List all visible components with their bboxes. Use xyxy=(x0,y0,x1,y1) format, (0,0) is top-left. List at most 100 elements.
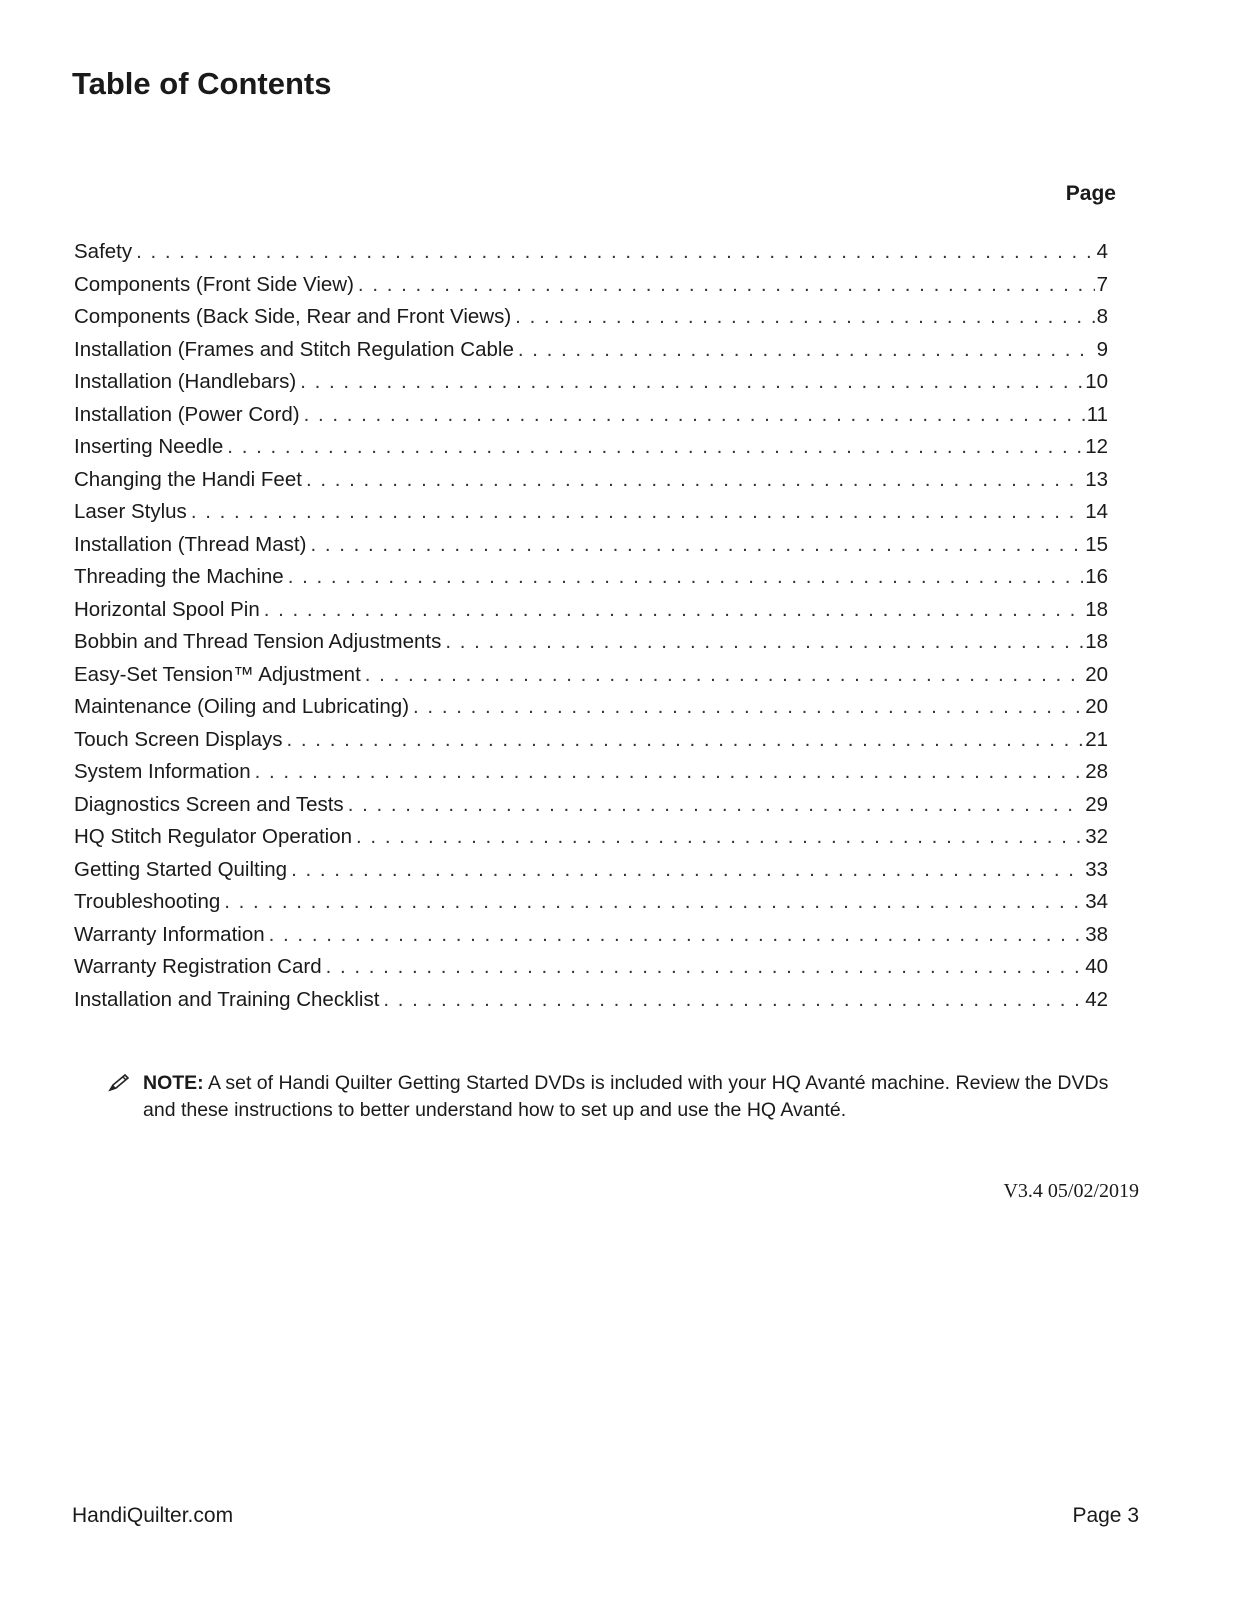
dot-leader xyxy=(264,598,1083,622)
page-title: Table of Contents xyxy=(72,66,332,101)
toc-entry[interactable]: Inserting Needle 12 xyxy=(74,435,1108,468)
toc-entry[interactable]: Installation and Training Checklist 42 xyxy=(74,988,1108,1021)
toc-entry-page: 15 xyxy=(1085,532,1108,556)
dot-leader xyxy=(287,728,1084,752)
toc-entry[interactable]: Changing the Handi Feet 13 xyxy=(74,468,1108,501)
toc-entry-label: Installation (Thread Mast) xyxy=(74,532,307,556)
dot-leader xyxy=(288,565,1084,589)
version-date: V3.4 05/02/2019 xyxy=(1003,1180,1139,1202)
toc-entry-page: 21 xyxy=(1085,727,1108,751)
toc-entry-label: Threading the Machine xyxy=(74,565,284,588)
dot-leader xyxy=(227,435,1083,459)
toc-entry-page: 10 xyxy=(1085,370,1108,393)
toc-entry-label: HQ Stitch Regulator Operation xyxy=(74,825,353,848)
footer-page-number: Page 3 xyxy=(1072,1504,1139,1527)
toc-entry-label: Installation (Handlebars) xyxy=(74,370,297,393)
dot-leader xyxy=(191,500,1083,524)
toc-entry-label: Horizontal Spool Pin xyxy=(74,597,260,621)
toc-entry-page: 20 xyxy=(1085,695,1108,718)
toc-entry[interactable]: Installation (Handlebars) 10 xyxy=(74,370,1108,403)
toc-entry-label: Safety xyxy=(74,240,133,263)
dot-leader xyxy=(310,533,1083,557)
toc-entry[interactable]: Maintenance (Oiling and Lubricating) 20 xyxy=(74,695,1108,728)
toc-entry-page: 16 xyxy=(1085,565,1108,588)
dot-leader xyxy=(304,403,1085,427)
toc-entry-page: 4 xyxy=(1096,240,1108,263)
dot-leader xyxy=(306,468,1083,492)
dot-leader xyxy=(515,305,1094,329)
pencil-icon xyxy=(108,1073,130,1092)
toc-entry[interactable]: Components (Front Side View) 7 xyxy=(74,273,1108,306)
toc-entry-page: 18 xyxy=(1085,630,1108,653)
toc-entry[interactable]: HQ Stitch Regulator Operation 32 xyxy=(74,825,1108,858)
toc-entry-page: 40 xyxy=(1085,955,1108,978)
toc-entry[interactable]: Installation (Power Cord) 11 xyxy=(74,403,1108,436)
toc-entry[interactable]: Components (Back Side, Rear and Front Vi… xyxy=(74,305,1108,338)
toc-entry-label: Components (Front Side View) xyxy=(74,272,354,296)
dot-leader xyxy=(356,825,1083,849)
toc-entry[interactable]: Horizontal Spool Pin 18 xyxy=(74,598,1108,631)
note: NOTE: A set of Handi Quilter Getting Sta… xyxy=(108,1070,1128,1124)
note-label: NOTE: xyxy=(143,1072,204,1094)
dot-leader xyxy=(413,695,1083,719)
toc-entry-label: Bobbin and Thread Tension Adjustments xyxy=(74,630,442,653)
toc-entry[interactable]: Safety 4 xyxy=(74,240,1108,273)
toc-entry-page: 42 xyxy=(1085,987,1108,1011)
toc-entry-label: Troubleshooting xyxy=(74,890,221,913)
toc-entry-page: 20 xyxy=(1085,662,1108,686)
toc-entry-page: 29 xyxy=(1085,792,1108,816)
dot-leader xyxy=(300,370,1083,394)
toc-entry[interactable]: Diagnostics Screen and Tests 29 xyxy=(74,793,1108,826)
toc-entry-label: Laser Stylus xyxy=(74,500,187,523)
footer-website: HandiQuilter.com xyxy=(72,1504,234,1527)
toc-entry-page: 7 xyxy=(1096,272,1108,296)
toc-entry-page: 12 xyxy=(1085,435,1108,458)
note-text: A set of Handi Quilter Getting Started D… xyxy=(143,1072,1109,1121)
toc-entry-page: 8 xyxy=(1096,305,1108,328)
toc-entry[interactable]: Warranty Registration Card 40 xyxy=(74,955,1108,988)
toc-entry-label: Changing the Handi Feet xyxy=(74,467,302,491)
dot-leader xyxy=(445,630,1083,654)
toc-entry[interactable]: Bobbin and Thread Tension Adjustments 18 xyxy=(74,630,1108,663)
dot-leader xyxy=(383,988,1083,1012)
toc-entry[interactable]: Easy-Set Tension™ Adjustment 20 xyxy=(74,663,1108,696)
toc-entry-page: 14 xyxy=(1085,500,1108,523)
page-column-header: Page xyxy=(1065,182,1116,205)
toc-entry-label: Installation (Power Cord) xyxy=(74,402,300,426)
toc-entry-page: 32 xyxy=(1085,825,1108,848)
toc-entry-page: 9 xyxy=(1096,337,1108,361)
toc-entry[interactable]: Threading the Machine 16 xyxy=(74,565,1108,598)
toc-entry-page: 13 xyxy=(1085,467,1108,491)
dot-leader xyxy=(291,858,1083,882)
toc-entry-label: Inserting Needle xyxy=(74,435,224,458)
dot-leader xyxy=(255,760,1084,784)
toc-entry[interactable]: System Information 28 xyxy=(74,760,1108,793)
toc-entry-label: Installation and Training Checklist xyxy=(74,987,380,1011)
toc-entry-page: 18 xyxy=(1085,597,1108,621)
toc-entry[interactable]: Troubleshooting 34 xyxy=(74,890,1108,923)
toc-entry-label: Touch Screen Displays xyxy=(74,727,283,751)
toc-entry[interactable]: Laser Stylus 14 xyxy=(74,500,1108,533)
toc-entry-label: Diagnostics Screen and Tests xyxy=(74,792,344,816)
toc-entry-page: 38 xyxy=(1085,922,1108,946)
dot-leader xyxy=(224,890,1083,914)
toc-entry[interactable]: Warranty Information 38 xyxy=(74,923,1108,956)
toc-entry[interactable]: Touch Screen Displays 21 xyxy=(74,728,1108,761)
toc-entry[interactable]: Getting Started Quilting 33 xyxy=(74,858,1108,891)
toc-entry-page: 33 xyxy=(1085,857,1108,881)
dot-leader xyxy=(365,663,1083,687)
toc-entry[interactable]: Installation (Thread Mast) 15 xyxy=(74,533,1108,566)
toc-entry-label: Easy-Set Tension™ Adjustment xyxy=(74,662,361,686)
toc-entry-label: Warranty Information xyxy=(74,922,265,946)
dot-leader xyxy=(269,923,1084,947)
toc-entry-page: 34 xyxy=(1085,890,1108,913)
toc-entry-label: Components (Back Side, Rear and Front Vi… xyxy=(74,305,512,328)
dot-leader xyxy=(518,338,1095,362)
toc-entry-page: 11 xyxy=(1086,402,1108,426)
dot-leader xyxy=(136,240,1094,264)
toc-entry-label: Getting Started Quilting xyxy=(74,857,288,881)
toc-entry-label: Maintenance (Oiling and Lubricating) xyxy=(74,695,410,718)
toc-entry[interactable]: Installation (Frames and Stitch Regulati… xyxy=(74,338,1108,371)
toc-entry-label: Warranty Registration Card xyxy=(74,955,322,978)
toc-entry-label: System Information xyxy=(74,760,251,783)
